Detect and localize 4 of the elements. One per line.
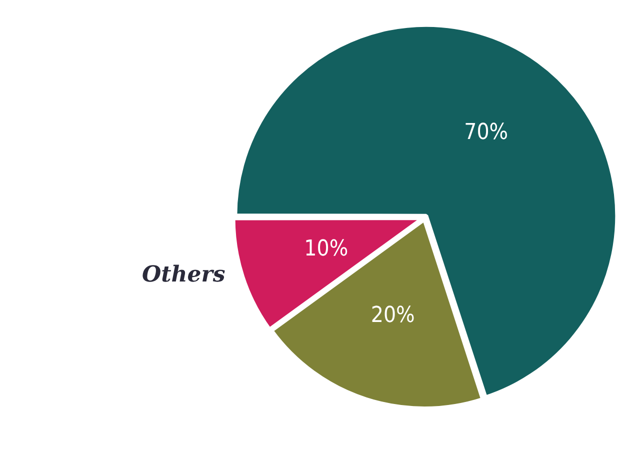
- data-label: 70%: [464, 120, 508, 146]
- data-label: 20%: [370, 303, 415, 328]
- data-label: 10%: [304, 236, 348, 262]
- slice-label: Others: [142, 262, 226, 288]
